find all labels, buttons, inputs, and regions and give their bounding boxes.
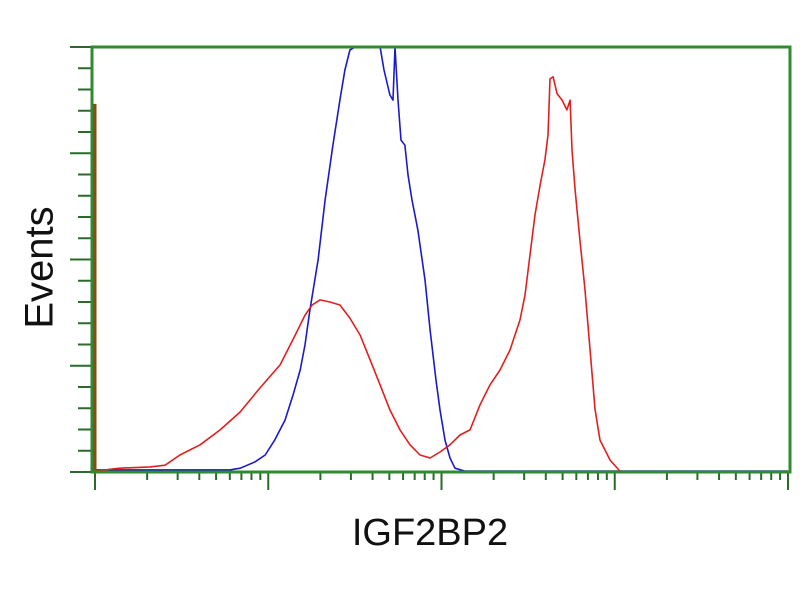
histogram-series-1	[95, 46, 788, 472]
y-axis-label: Events	[17, 206, 62, 329]
series-group	[93, 46, 788, 473]
histogram-series-2	[94, 76, 631, 473]
plot-frame	[90, 45, 792, 474]
x-axis-label: IGF2BP2	[351, 512, 509, 554]
axis-ticks	[70, 46, 789, 490]
